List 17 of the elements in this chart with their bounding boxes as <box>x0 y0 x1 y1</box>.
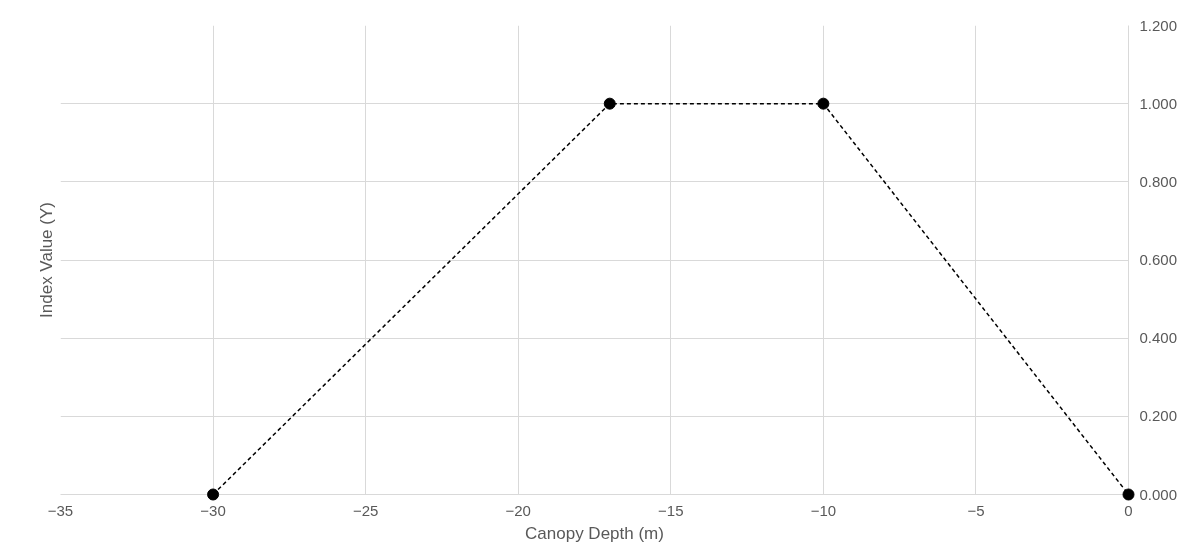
y-tick-label: 0.400 <box>1139 329 1178 347</box>
x-tick-label: −25 <box>352 501 379 519</box>
x-tick-label: −10 <box>810 501 837 519</box>
y-tick-label: 1.000 <box>1139 94 1178 112</box>
x-tick-label: −5 <box>967 501 985 519</box>
y-tick-label: 0.000 <box>1139 485 1178 503</box>
y-tick-label: 0.600 <box>1139 251 1178 268</box>
x-tick-label: 0 <box>1124 501 1133 519</box>
y-tick-label: 0.200 <box>1139 407 1178 425</box>
y-axis-title: Index Value (Y) <box>36 202 56 318</box>
y-tick-label: 0.800 <box>1139 172 1178 190</box>
x-tick-label: −20 <box>505 501 531 519</box>
x-axis-title: Canopy Depth (m) <box>525 523 664 543</box>
x-tick-label: −35 <box>47 501 74 519</box>
y-tick-label: 1.200 <box>1139 16 1178 34</box>
x-tick-label: −30 <box>200 501 226 519</box>
x-tick-label: −15 <box>658 501 684 519</box>
